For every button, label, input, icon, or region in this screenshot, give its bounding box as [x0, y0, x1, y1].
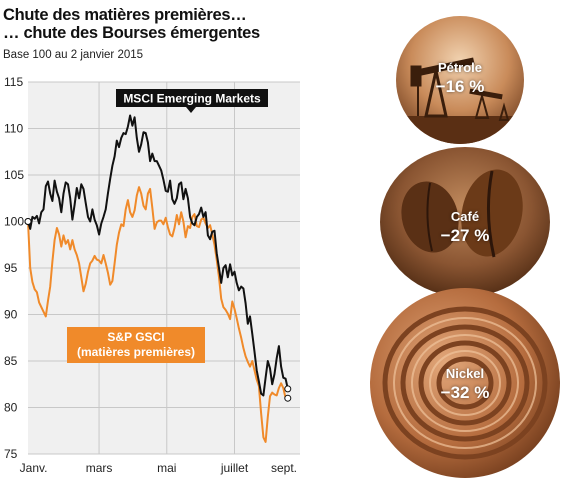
legend-msci: MSCI Emerging Markets [116, 89, 268, 113]
nickel-circle: Nickel −32 % [370, 288, 560, 478]
x-tick-label: juillet [220, 461, 249, 475]
legend-gsci-line1: S&P GSCI [107, 330, 164, 344]
coffee-bean-icon [380, 147, 550, 297]
series-lines [24, 114, 292, 443]
series-end-point [284, 385, 292, 393]
petrole-circle: Pétrole −16 % [396, 16, 524, 144]
petrole-change: −16 % [435, 77, 485, 96]
petrole-label: Pétrole −16 % [396, 60, 524, 97]
cafe-change: −27 % [440, 226, 490, 245]
title-line-1: Chute des matières premières… [3, 6, 247, 24]
x-tick-label: mars [86, 461, 113, 475]
y-tick-label: 85 [4, 354, 18, 368]
y-tick-label: 110 [4, 122, 23, 136]
series-start-point [24, 218, 32, 225]
series-end-point [284, 394, 292, 402]
cafe-name: Café [450, 209, 480, 224]
title-line-2: … chute des Bourses émergentes [3, 24, 260, 42]
x-tick-label: mai [157, 461, 176, 475]
y-tick-label: 95 [4, 261, 18, 275]
x-axis-ticks: Janv. mars mai juillet sept. [20, 461, 297, 475]
legend-gsci: S&P GSCI (matières premières) [67, 327, 205, 363]
oil-pump-icon [396, 16, 524, 144]
cafe-label: Café −27 % [430, 209, 500, 246]
y-axis-ticks: 75 80 85 90 95 100 105 110 115 [4, 75, 24, 461]
x-tick-label: Janv. [20, 461, 48, 475]
petrole-name: Pétrole [437, 60, 483, 75]
series-line-msci [27, 114, 289, 397]
chart-subtitle: Base 100 au 2 janvier 2015 [3, 49, 144, 61]
y-tick-label: 75 [4, 447, 18, 461]
chart-title: Chute des matières premières… … chute de… [3, 6, 260, 42]
series-line-gsci [27, 186, 288, 443]
nickel-label: Nickel −32 % [425, 366, 505, 403]
nickel-coil-icon [370, 288, 560, 478]
legend-msci-label: MSCI Emerging Markets [123, 92, 261, 106]
x-tick-label: sept. [271, 461, 297, 475]
y-tick-label: 80 [4, 401, 18, 415]
y-tick-label: 100 [4, 215, 24, 229]
cafe-circle: Café −27 % [380, 147, 550, 297]
legend-gsci-line2: (matières premières) [77, 345, 195, 359]
y-tick-label: 115 [4, 75, 23, 89]
nickel-change: −32 % [440, 383, 490, 402]
y-tick-label: 90 [4, 308, 18, 322]
y-tick-label: 105 [4, 168, 24, 182]
line-chart: 75 80 85 90 95 100 105 110 115 Janv. mars mai juill… [4, 75, 300, 475]
nickel-name: Nickel [445, 366, 485, 381]
